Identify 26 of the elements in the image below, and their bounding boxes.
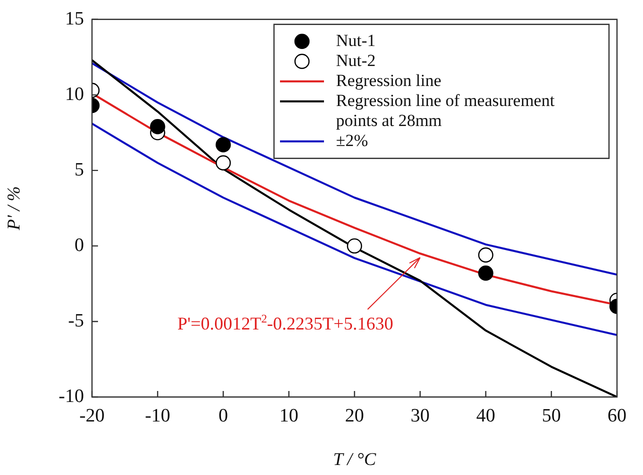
y-tick-label: 10 [65, 84, 84, 105]
x-tick-label: -20 [79, 405, 105, 426]
x-tick-label: 0 [218, 405, 228, 426]
legend-label: ±2% [336, 130, 368, 150]
point [150, 119, 166, 134]
point [216, 155, 231, 170]
legend-label: Regression line of measurement points at 28mm [336, 90, 555, 130]
point [216, 137, 231, 152]
y-tick-label: 15 [65, 8, 84, 30]
x-tick-label: 30 [410, 405, 430, 426]
y-tick-label: 0 [74, 234, 84, 256]
point [346, 238, 362, 254]
y-axis-title: P' / % [4, 186, 24, 232]
y-tick-label: -5 [68, 310, 84, 332]
x-tick-label: -10 [144, 405, 170, 426]
legend-label: Nut-2 [336, 50, 376, 70]
x-tick-label: 50 [542, 405, 561, 426]
x-tick-label: 60 [608, 405, 626, 426]
x-axis-title: T / °C [333, 448, 377, 469]
y-tick-label: -10 [58, 386, 84, 407]
legend-label: Nut-1 [336, 30, 376, 50]
x-tick-label: 40 [476, 405, 496, 426]
legend-label: Regression line [336, 70, 442, 90]
x-tick-label: 10 [279, 405, 298, 426]
x-tick-label: 20 [345, 405, 364, 426]
y-tick-label: 5 [74, 159, 84, 180]
